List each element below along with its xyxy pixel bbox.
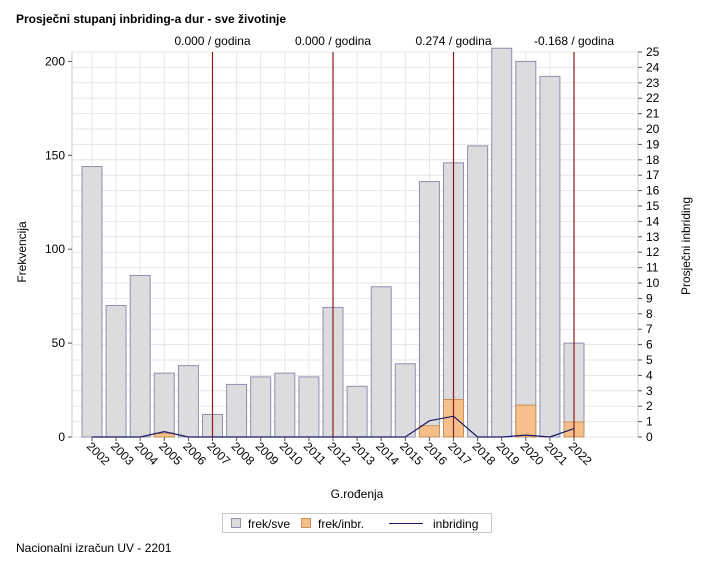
y-tick-label: 150 [45,148,65,162]
legend-label-frek-inbr: frek/inbr. [318,517,365,531]
x-tick-label-2010: 2010 [277,439,306,468]
x-tick-label-2013: 2013 [349,439,378,468]
y2-tick-label: 8 [646,307,653,321]
bar-frek-sve-2002 [81,166,103,438]
x-tick-label-2022: 2022 [566,439,595,468]
legend-label-frek-sve: frek/sve [248,517,291,531]
y-tick-label: 0 [58,430,65,444]
x-tick-label-2011: 2011 [301,439,329,467]
x-tick-label-2017: 2017 [445,439,474,468]
y2-tick-label: 20 [646,122,660,136]
x-tick-label-2015: 2015 [397,439,426,468]
x-tick-label-2020: 2020 [518,439,547,468]
y2-tick-label: 1 [646,415,653,429]
x-tick-label-2007: 2007 [204,439,233,468]
y2-tick-label: 13 [646,230,660,244]
y2-tick-label: 22 [646,91,660,105]
y2-tick-label: 17 [646,168,660,182]
x-tick-label-2003: 2003 [108,439,137,468]
reference-label-2007: 0.000 / godina [174,34,250,48]
x-tick-label-2021: 2021 [542,439,571,468]
legend-line-inbriding [389,523,423,524]
x-tick-label-2009: 2009 [253,439,282,468]
y2-tick-label: 12 [646,245,660,259]
bar-frek-inbr-2020 [515,404,537,438]
reference-label-2017: 0.274 / godina [415,34,491,48]
y2-tick-label: 15 [646,199,660,213]
legend-label-inbriding: inbriding [433,517,479,531]
bar-frek-sve-2016 [418,181,440,438]
chart-title: Prosječni stupanj inbriding-a dur - sve … [16,12,287,26]
bar-frek-sve-2004 [129,274,151,438]
x-tick-label-2005: 2005 [156,439,185,468]
y2-tick-label: 24 [646,60,660,74]
bar-frek-sve-2018 [467,145,489,438]
bar-frek-sve-2013 [346,385,368,438]
y2-tick-label: 6 [646,338,653,352]
y2-tick-label: 7 [646,322,653,336]
bar-frek-sve-2009 [250,376,272,438]
bar-frek-sve-2014 [370,286,392,438]
x-axis-title: G.rođenja [331,487,384,501]
y2-tick-label: 23 [646,76,660,90]
y2-tick-label: 0 [646,430,653,444]
bar-frek-inbr-2016 [418,425,440,438]
reference-label-2022: -0.168 / godina [534,34,614,48]
bar-frek-sve-2015 [394,363,416,438]
y2-tick-label: 19 [646,137,660,151]
bar-frek-sve-2021 [539,75,561,438]
bar-frek-sve-2003 [105,305,127,438]
y2-axis-title: Prosječni inbriding [679,197,693,295]
y2-tick-label: 18 [646,153,660,167]
bar-frek-sve-2008 [226,383,248,438]
chart-legend: frek/sve frek/inbr. inbriding [222,513,492,533]
legend-swatch-frek-sve [231,518,241,528]
x-tick-label-2018: 2018 [469,439,498,468]
footer-note: Nacionalni izračun UV - 2201 [16,541,172,555]
y2-tick-label: 4 [646,368,653,382]
y2-tick-label: 2 [646,399,653,413]
y2-tick-label: 16 [646,184,660,198]
y2-tick-label: 9 [646,291,653,305]
bar-frek-sve-2019 [491,47,513,438]
x-tick-label-2006: 2006 [180,439,209,468]
y2-tick-label: 21 [646,107,660,121]
y2-tick-label: 25 [646,45,660,59]
bar-frek-sve-2020 [515,60,537,438]
y2-tick-label: 3 [646,384,653,398]
legend-swatch-frek-inbr [301,518,311,528]
bar-frek-sve-2011 [298,376,320,438]
bar-frek-sve-2005 [153,372,175,438]
x-tick-label-2012: 2012 [325,439,354,468]
x-tick-label-2002: 2002 [84,439,113,468]
x-tick-label-2008: 2008 [228,439,257,468]
bar-frek-sve-2006 [177,365,199,438]
reference-label-2012: 0.000 / godina [295,34,371,48]
x-tick-label-2004: 2004 [132,439,161,468]
y-tick-label: 50 [52,336,66,350]
x-tick-label-2014: 2014 [373,439,402,468]
y2-tick-label: 5 [646,353,653,367]
x-tick-label-2016: 2016 [421,439,450,468]
x-tick-label-2019: 2019 [494,439,523,468]
y2-tick-label: 14 [646,214,660,228]
y-tick-label: 100 [45,242,65,256]
y-tick-label: 200 [45,54,65,68]
y2-tick-label: 11 [646,261,659,275]
bar-frek-sve-2010 [274,372,296,438]
y2-tick-label: 10 [646,276,660,290]
bar-frek-inbr-2005 [153,432,175,438]
y-axis-title: Frekvencija [15,221,29,283]
